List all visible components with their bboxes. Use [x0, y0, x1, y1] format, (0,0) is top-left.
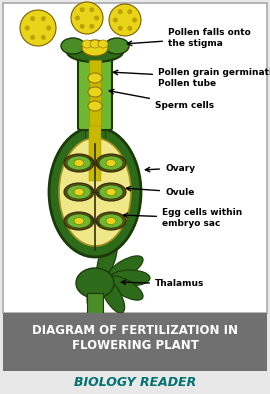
Ellipse shape: [76, 268, 114, 298]
Ellipse shape: [98, 40, 108, 48]
Ellipse shape: [96, 212, 126, 230]
Ellipse shape: [107, 276, 143, 300]
Ellipse shape: [46, 26, 51, 30]
Ellipse shape: [41, 35, 46, 40]
Ellipse shape: [88, 87, 102, 97]
Ellipse shape: [89, 7, 94, 12]
Ellipse shape: [118, 9, 123, 14]
Ellipse shape: [80, 7, 85, 12]
Ellipse shape: [97, 240, 117, 278]
Text: BIOLOGY READER: BIOLOGY READER: [74, 375, 196, 388]
Ellipse shape: [113, 17, 118, 22]
Ellipse shape: [96, 183, 126, 201]
Ellipse shape: [64, 212, 94, 230]
Ellipse shape: [67, 42, 123, 62]
Ellipse shape: [61, 38, 85, 54]
Ellipse shape: [99, 185, 123, 199]
Text: Pollen falls onto
the stigma: Pollen falls onto the stigma: [127, 28, 251, 48]
Ellipse shape: [67, 156, 91, 170]
Text: Pollen grain germination
Pollen tube: Pollen grain germination Pollen tube: [113, 68, 270, 88]
Ellipse shape: [99, 156, 123, 170]
Ellipse shape: [110, 270, 150, 286]
Ellipse shape: [88, 101, 102, 111]
Ellipse shape: [107, 256, 143, 280]
Ellipse shape: [100, 277, 125, 313]
FancyBboxPatch shape: [3, 3, 267, 313]
Ellipse shape: [132, 17, 137, 22]
Text: DIAGRAM OF FERTILIZATION IN
FLOWERING PLANT: DIAGRAM OF FERTILIZATION IN FLOWERING PL…: [32, 324, 238, 352]
Ellipse shape: [49, 127, 141, 257]
Ellipse shape: [88, 73, 102, 83]
FancyBboxPatch shape: [89, 60, 101, 126]
Ellipse shape: [106, 217, 116, 225]
Ellipse shape: [82, 40, 92, 48]
Ellipse shape: [80, 24, 85, 29]
Text: Ovary: Ovary: [145, 164, 195, 173]
Text: Ovule: Ovule: [126, 186, 194, 197]
FancyBboxPatch shape: [87, 293, 103, 315]
Ellipse shape: [90, 40, 100, 48]
FancyBboxPatch shape: [78, 56, 112, 130]
Ellipse shape: [94, 15, 99, 20]
Ellipse shape: [75, 15, 80, 20]
Ellipse shape: [30, 16, 35, 21]
Ellipse shape: [96, 154, 126, 172]
Ellipse shape: [82, 40, 108, 56]
Ellipse shape: [118, 26, 123, 31]
Ellipse shape: [41, 16, 46, 21]
Ellipse shape: [74, 160, 84, 167]
Ellipse shape: [106, 160, 116, 167]
Ellipse shape: [105, 38, 129, 54]
Ellipse shape: [59, 138, 131, 246]
FancyBboxPatch shape: [85, 126, 105, 144]
Ellipse shape: [74, 188, 84, 195]
Ellipse shape: [127, 9, 132, 14]
Text: Egg cells within
embryo sac: Egg cells within embryo sac: [123, 208, 242, 228]
Ellipse shape: [106, 188, 116, 195]
Ellipse shape: [87, 278, 103, 318]
Ellipse shape: [109, 4, 141, 36]
Ellipse shape: [67, 185, 91, 199]
Ellipse shape: [64, 183, 94, 201]
Ellipse shape: [64, 154, 94, 172]
Text: Sperm cells: Sperm cells: [109, 89, 214, 110]
Text: Thalamus: Thalamus: [121, 279, 204, 288]
Ellipse shape: [71, 2, 103, 34]
FancyBboxPatch shape: [89, 126, 101, 181]
Ellipse shape: [67, 214, 91, 228]
Ellipse shape: [74, 217, 84, 225]
Ellipse shape: [20, 10, 56, 46]
Ellipse shape: [30, 35, 35, 40]
Ellipse shape: [127, 26, 132, 31]
Ellipse shape: [25, 26, 30, 30]
FancyBboxPatch shape: [3, 313, 267, 371]
Ellipse shape: [99, 214, 123, 228]
Ellipse shape: [89, 24, 94, 29]
